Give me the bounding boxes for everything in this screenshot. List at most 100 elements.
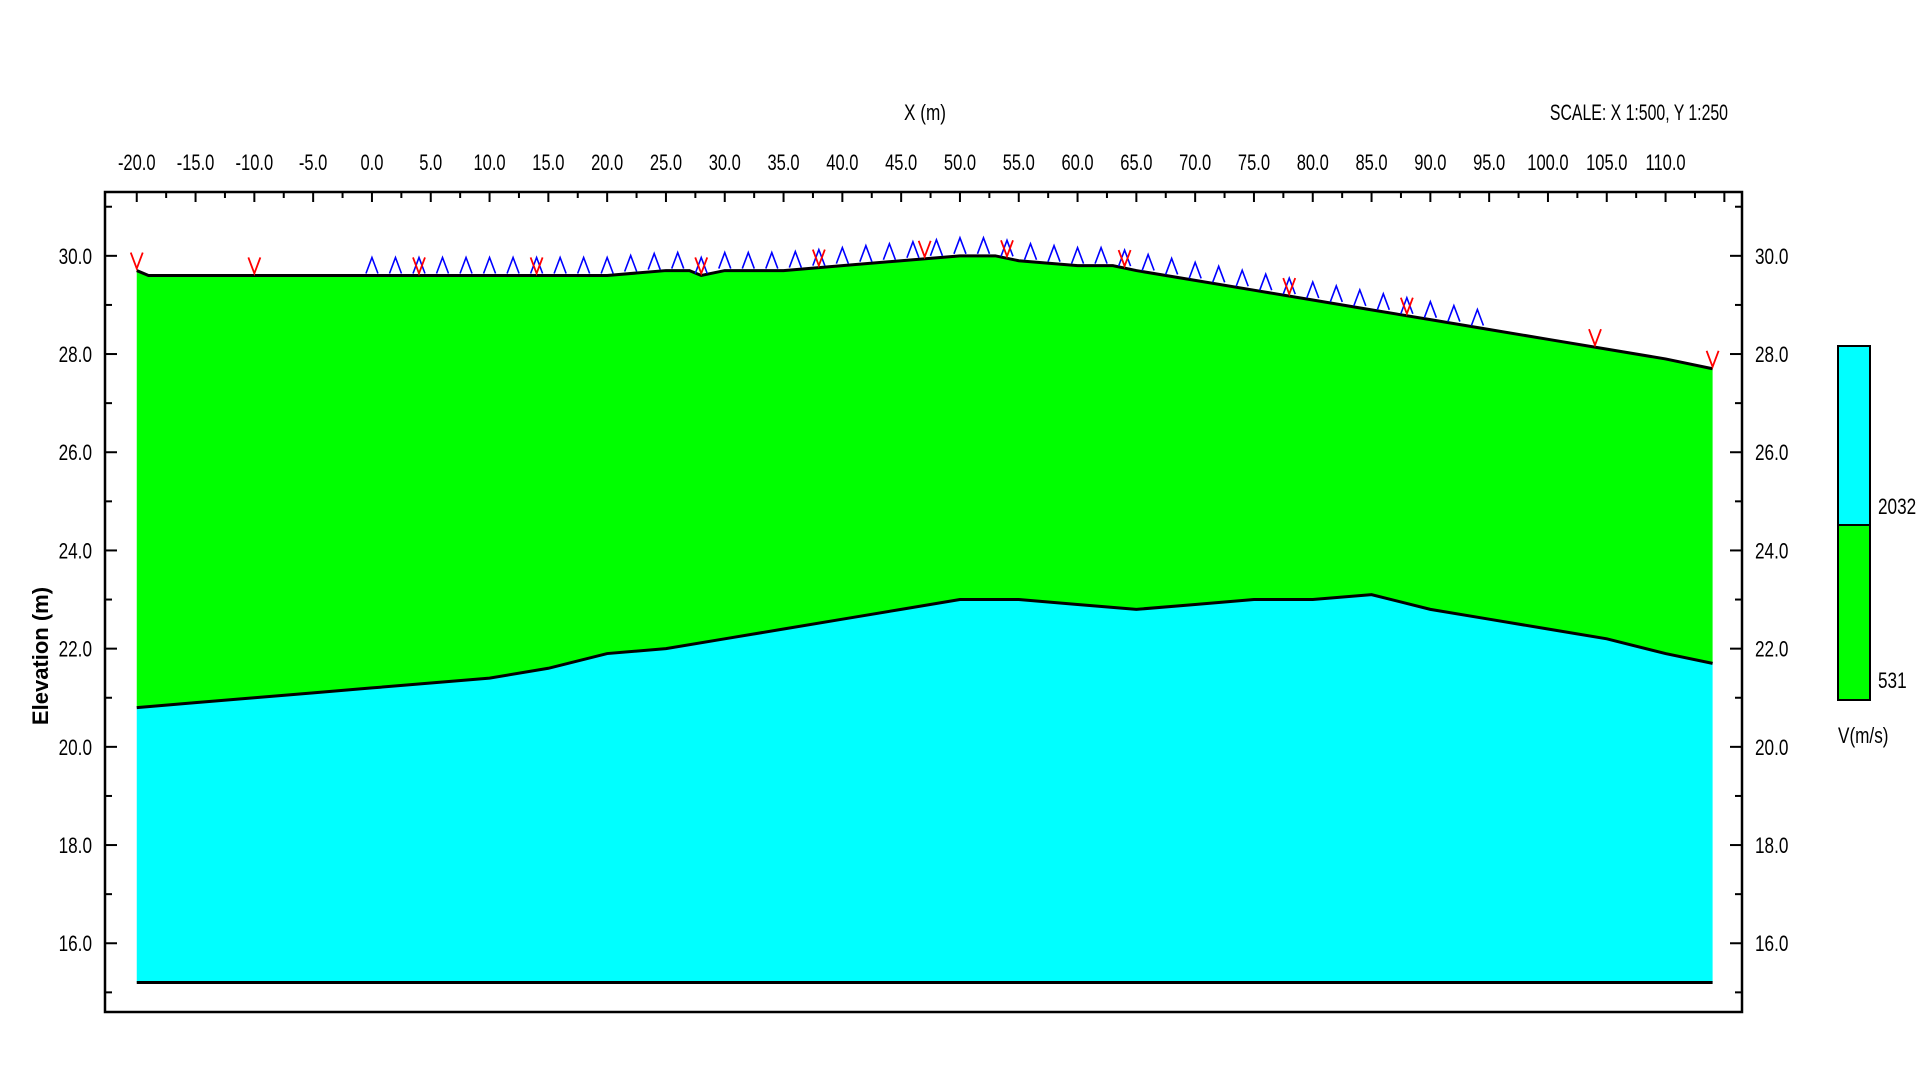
x-tick-label: 15.0: [532, 151, 564, 176]
geophone-marker: [576, 255, 591, 274]
geophone-marker: [1000, 238, 1014, 257]
geophone-marker: [1235, 267, 1249, 287]
geophone-marker: [365, 255, 379, 274]
shot-marker: [1000, 239, 1014, 259]
x-tick-label: -20.0: [118, 151, 156, 176]
geophone-marker: [1258, 271, 1273, 291]
x-tick-label: 70.0: [1179, 151, 1211, 176]
geophone-marker: [553, 255, 567, 274]
x-tick-label: -10.0: [236, 151, 274, 176]
geophone-marker: [1282, 275, 1296, 295]
geophone-marker: [1423, 299, 1438, 318]
y-right-tick-label: 28.0: [1755, 343, 1788, 368]
shot-marker: [917, 240, 932, 260]
shot-marker: [1399, 297, 1414, 317]
x-tick-label: 105.0: [1586, 151, 1627, 176]
layer-2032-area: [136, 594, 1713, 983]
geophone-marker: [1070, 245, 1085, 264]
x-tick-label: 100.0: [1527, 151, 1568, 176]
refractor-line: [136, 593, 1713, 710]
geophone-marker: [1023, 241, 1038, 261]
y-right-tick-label: 20.0: [1755, 736, 1788, 761]
geophone-marker: [835, 245, 850, 264]
legend-label-531: 531: [1878, 669, 1907, 694]
y-left-tick-label: 30.0: [59, 245, 92, 270]
geophone-marker: [953, 235, 967, 255]
geophone-marker: [741, 250, 756, 269]
legend-label-2032: 2032: [1878, 495, 1916, 520]
x-tick-label: 25.0: [650, 151, 682, 176]
shot-marker: [412, 257, 426, 277]
shot-marker: [247, 257, 262, 277]
shot-marker: [529, 257, 544, 277]
geophone-marker: [906, 239, 920, 259]
geophone-marker: [1329, 283, 1344, 303]
y-right-tick-label: 16.0: [1755, 932, 1788, 957]
x-tick-label: 80.0: [1297, 151, 1329, 176]
shot-marker: [1117, 249, 1132, 269]
geophone-marker: [435, 255, 450, 274]
geophone-marker: [670, 250, 685, 269]
geophone-marker: [765, 250, 779, 269]
y-right-tick-label: 24.0: [1755, 539, 1788, 564]
x-tick-label: 65.0: [1120, 151, 1152, 176]
legend-title: V(m/s): [1838, 724, 1889, 749]
shot-marker: [129, 252, 144, 272]
x-tick-label: 50.0: [944, 151, 976, 176]
shot-marker: [1282, 277, 1297, 297]
shot-marker: [811, 249, 826, 269]
y-left-tick-label: 16.0: [59, 932, 92, 957]
geophone-marker: [1141, 252, 1155, 271]
x-tick-label: 10.0: [473, 151, 505, 176]
ground-surface-line: [136, 254, 1713, 371]
y-left-tick-label: 20.0: [59, 736, 92, 761]
geophone-marker: [1376, 291, 1391, 311]
geophone-marker: [1353, 287, 1367, 307]
geophone-marker: [459, 255, 473, 274]
geophone-marker: [1164, 256, 1179, 275]
x-tick-label: 40.0: [826, 151, 858, 176]
geophone-marker: [929, 237, 944, 257]
scale-text: SCALE: X 1:500, Y 1:250: [1550, 102, 1728, 126]
geophone-marker: [1306, 279, 1320, 299]
geophone-marker: [1470, 307, 1485, 326]
geophone-marker: [1047, 243, 1061, 262]
y-left-tick-label: 28.0: [59, 343, 92, 368]
legend-swatch-531: [1837, 524, 1871, 701]
geophone-marker: [1447, 303, 1461, 322]
geophone-marker: [1211, 264, 1226, 283]
y-left-tick-label: 24.0: [59, 539, 92, 564]
geophone-marker: [812, 247, 826, 266]
geophone-marker: [647, 251, 661, 270]
x-tick-label: -15.0: [177, 151, 215, 176]
x-tick-label: 0.0: [360, 151, 383, 176]
y-right-tick-label: 30.0: [1755, 245, 1788, 270]
x-tick-label: 20.0: [591, 151, 623, 176]
y-left-tick-label: 26.0: [59, 441, 92, 466]
geophone-marker: [788, 249, 803, 268]
x-tick-label: 55.0: [1003, 151, 1035, 176]
x-tick-label: 75.0: [1238, 151, 1270, 176]
geophone-marker: [482, 255, 497, 274]
geophone-marker: [882, 241, 897, 261]
geophone-marker: [859, 243, 873, 262]
geophone-marker: [529, 255, 544, 274]
x-axis-title: X (m): [904, 101, 946, 126]
shot-marker: [694, 257, 709, 277]
geophone-marker: [506, 255, 520, 274]
geophone-marker: [412, 255, 426, 274]
layer-531-area: [136, 255, 1713, 708]
x-tick-label: -5.0: [299, 151, 328, 176]
x-tick-label: 110.0: [1646, 151, 1686, 176]
geophone-marker: [1400, 295, 1414, 315]
geophone-marker: [623, 253, 638, 272]
x-tick-label: 85.0: [1356, 151, 1388, 176]
y-right-tick-label: 18.0: [1755, 834, 1788, 859]
legend-swatch-2032: [1837, 345, 1871, 526]
plot-frame: [103, 190, 1744, 1014]
geophone-marker: [1188, 260, 1202, 279]
shot-marker: [1705, 350, 1720, 370]
shot-marker: [1588, 328, 1602, 348]
